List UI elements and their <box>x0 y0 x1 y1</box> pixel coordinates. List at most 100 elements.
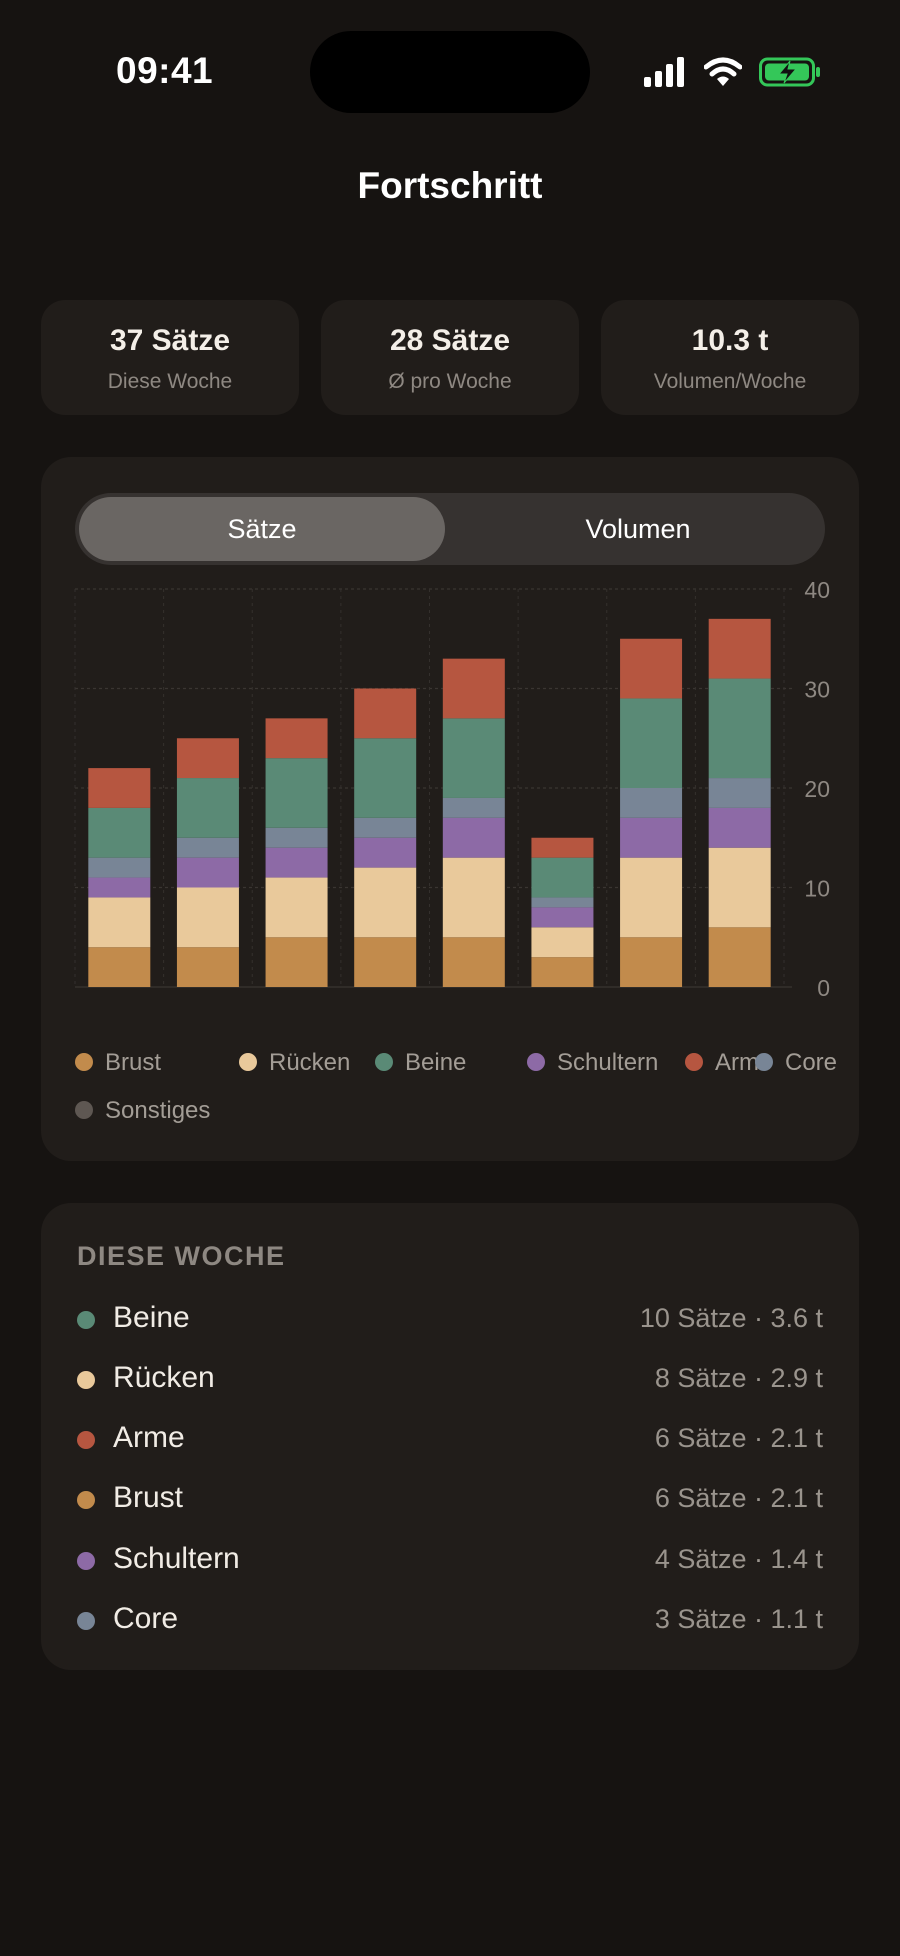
legend-item-brust: Brust <box>75 1049 161 1077</box>
segmented-control: Sätze Volumen <box>75 493 825 565</box>
stacked-bar-chart: 0102030408. Juni15. Juni22. Juni29. Juni… <box>74 577 830 997</box>
y-tick-label: 20 <box>804 776 830 802</box>
bar-segment <box>88 857 151 878</box>
muscle-stat: 6 Sätze · 2.1 t <box>654 1423 823 1453</box>
bar-segment <box>708 778 771 808</box>
page-title: Fortschritt <box>357 165 543 206</box>
list-item: Schultern 4 Sätze · 1.4 t <box>77 1536 823 1586</box>
bar-segment <box>354 867 417 938</box>
legend-label: Schultern <box>557 1049 659 1076</box>
legend-dot <box>685 1053 703 1071</box>
muscle-name: Rücken <box>113 1361 215 1394</box>
bar-segment <box>265 758 328 828</box>
wifi-icon <box>704 57 742 86</box>
chart-legend: Brust Rücken Beine Schultern Arme Core S… <box>75 1049 845 1149</box>
bar-segment <box>176 837 239 858</box>
battery-charging-icon <box>759 57 820 87</box>
status-bar: 09:41 <box>0 0 900 150</box>
legend-label: Brust <box>105 1049 162 1076</box>
bar-segment <box>442 797 505 818</box>
legend-dot <box>75 1101 93 1119</box>
legend-dot <box>755 1053 773 1071</box>
stat-card-sets-this-week: 37 Sätze Diese Woche <box>41 300 299 415</box>
bar-segment <box>531 837 594 858</box>
bar-segment <box>265 877 328 938</box>
section-heading: DIESE WOCHE <box>77 1241 286 1271</box>
bar-segment <box>88 877 151 898</box>
muscle-name: Arme <box>113 1421 185 1454</box>
bar-segment <box>88 947 151 987</box>
bar-segment <box>531 907 594 928</box>
this-week-card: DIESE WOCHE Beine 10 Sätze · 3.6 t Rücke… <box>41 1203 859 1670</box>
list-item: Beine 10 Sätze · 3.6 t <box>77 1295 823 1345</box>
bar-segment <box>176 887 239 948</box>
legend-dot <box>375 1053 393 1071</box>
bar-segment <box>620 698 683 788</box>
muscle-name: Schultern <box>113 1542 240 1575</box>
bar-segment <box>620 817 683 858</box>
muscle-name: Core <box>113 1602 179 1635</box>
legend-item-core: Core <box>755 1049 837 1077</box>
list-item: Core 3 Sätze · 1.1 t <box>77 1596 823 1646</box>
bar-segment <box>176 857 239 888</box>
status-time: 09:41 <box>116 50 214 91</box>
list-item: Brust 6 Sätze · 2.1 t <box>77 1475 823 1525</box>
y-tick-label: 30 <box>804 677 830 703</box>
muscle-stat: 4 Sätze · 1.4 t <box>654 1544 823 1574</box>
stat-value: 28 Sätze <box>389 324 511 357</box>
bar-segment <box>354 738 417 818</box>
bar-segment <box>620 937 683 987</box>
bar-segment <box>531 897 594 908</box>
bar-segment <box>354 817 417 838</box>
muscle-stat: 8 Sätze · 2.9 t <box>654 1363 823 1393</box>
bar-segment <box>88 897 151 948</box>
muscle-color-dot <box>77 1552 95 1570</box>
bar-segment <box>620 788 683 818</box>
legend-item-beine: Beine <box>375 1049 466 1077</box>
list-item: Arme 6 Sätze · 2.1 t <box>77 1415 823 1465</box>
bar-segment <box>708 847 771 928</box>
legend-item-schultern: Schultern <box>527 1049 658 1077</box>
stat-label: Ø pro Woche <box>388 370 512 393</box>
stat-value: 37 Sätze <box>109 324 231 357</box>
bar-segment <box>531 857 594 898</box>
segment-selection-indicator <box>79 497 445 561</box>
segment-saetze[interactable]: Sätze <box>227 514 297 544</box>
bar-segment <box>442 658 505 719</box>
muscle-color-dot <box>77 1612 95 1630</box>
legend-dot <box>239 1053 257 1071</box>
legend-label: Sonstiges <box>105 1097 211 1124</box>
bar-segment <box>176 778 239 838</box>
segment-volumen[interactable]: Volumen <box>585 514 691 544</box>
bar-segment <box>708 678 771 779</box>
bar-segment <box>176 947 239 987</box>
bar-segment <box>354 688 417 739</box>
bar-segment <box>265 718 328 759</box>
bar-segment <box>531 957 594 987</box>
muscle-name: Brust <box>113 1481 184 1514</box>
legend-label: Beine <box>405 1049 467 1076</box>
bar-segment <box>620 857 683 938</box>
bar-segment <box>88 807 151 858</box>
bar-segment <box>354 837 417 868</box>
bar-segment <box>620 638 683 699</box>
bar-segment <box>708 618 771 679</box>
bar-segment <box>442 817 505 858</box>
legend-label: Core <box>785 1049 838 1076</box>
stat-card-volume-per-week: 10.3 t Volumen/Woche <box>601 300 859 415</box>
dynamic-island <box>310 31 590 113</box>
legend-dot <box>75 1053 93 1071</box>
stat-value: 10.3 t <box>691 324 769 357</box>
muscle-color-dot <box>77 1491 95 1509</box>
bar-segment <box>354 937 417 987</box>
bar-segment <box>531 927 594 958</box>
bar-segment <box>265 847 328 878</box>
bar-segment <box>265 827 328 848</box>
y-tick-label: 0 <box>817 975 830 997</box>
muscle-name: Beine <box>113 1301 190 1334</box>
muscle-stat: 10 Sätze · 3.6 t <box>639 1303 823 1333</box>
muscle-stat: 6 Sätze · 2.1 t <box>654 1483 823 1513</box>
muscle-stat: 3 Sätze · 1.1 t <box>654 1604 823 1634</box>
bar-segment <box>265 937 328 987</box>
legend-item-sonstiges: Sonstiges <box>75 1097 210 1125</box>
